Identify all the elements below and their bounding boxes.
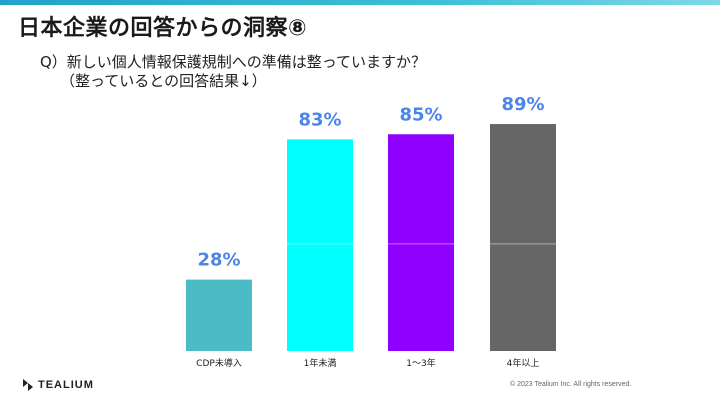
tealium-logo: TEALIUM xyxy=(22,377,94,393)
slide-title: 日本企業の回答からの洞察⑧ xyxy=(18,16,308,41)
category-label-2: 1年未満 xyxy=(304,357,337,369)
value-label-2: 83% xyxy=(298,109,341,130)
tealium-logo-icon xyxy=(23,379,33,391)
value-labels-group: 28% 83% 85% 89% xyxy=(197,94,544,271)
value-label-1: 28% xyxy=(197,250,240,271)
category-labels-group: CDP未導入 1年未満 1～3年 4年以上 xyxy=(196,357,539,369)
value-label-3: 85% xyxy=(399,104,442,125)
bar-2 xyxy=(287,139,353,351)
category-label-1: CDP未導入 xyxy=(196,357,242,369)
logo-text: TEALIUM xyxy=(38,379,94,391)
bar-3 xyxy=(388,134,454,351)
bars-group xyxy=(186,124,556,351)
bar-4 xyxy=(490,124,556,351)
category-label-3: 1～3年 xyxy=(406,357,435,369)
copyright-notice: © 2023 Tealium Inc. All rights reserved. xyxy=(510,381,632,388)
survey-question: Q）新しい個人情報保護規制への準備は整っていますか？ xyxy=(40,53,427,71)
top-accent-stripe xyxy=(0,0,720,5)
bar-1 xyxy=(186,279,252,351)
value-label-4: 89% xyxy=(501,94,544,115)
survey-subquestion: （整っているとの回答結果↓） xyxy=(60,72,267,90)
category-label-4: 4年以上 xyxy=(507,357,540,369)
